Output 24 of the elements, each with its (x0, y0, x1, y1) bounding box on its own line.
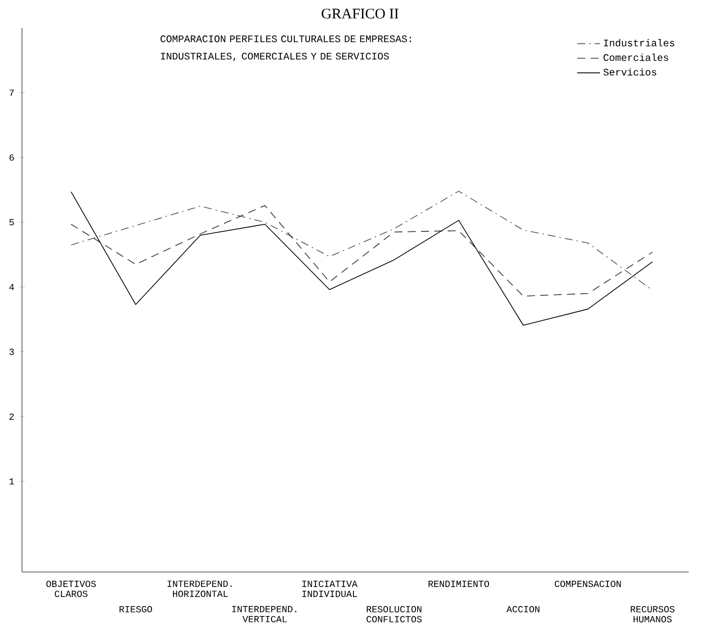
x-tick-label: INTERDEPEND. VERTICAL (232, 606, 296, 622)
x-tick-label: INTERDEPEND. HORIZONTAL (168, 580, 232, 598)
x-tick-label: OBJETIVOS CLAROS (46, 580, 96, 598)
x-tick-label: RESOLUCION CONFLICTOS (366, 606, 422, 623)
y-tick-label: 7 (10, 90, 14, 96)
legend-label: Servicios (603, 68, 656, 76)
x-tick-label: COMPENSACION (554, 580, 621, 588)
y-tick-label: 5 (9, 219, 14, 226)
legend-label: Industriales (604, 39, 674, 47)
line-series (70, 192, 653, 326)
chart-title: GRAFICO II (322, 8, 398, 19)
x-tick-label: INICIATIVA INDIVIDUAL (302, 580, 358, 598)
y-tick-label: 2 (10, 414, 14, 420)
x-tick-label: RIESGO (120, 606, 152, 613)
legend-label: Comerciales (604, 54, 668, 62)
x-tick-label: RENDIMIENTO (428, 580, 490, 588)
x-tick-label: ACCION (506, 606, 540, 613)
line-series (70, 205, 653, 297)
y-tick-label: 6 (10, 154, 14, 161)
y-tick-label: 1 (10, 478, 14, 485)
y-tick-label: 4 (9, 284, 14, 290)
x-tick-label: RECURSOS HUMANOS (630, 606, 674, 623)
y-tick-label: 3 (9, 348, 14, 356)
text: COMPARACION PERFILES CULTURALES DE EMPRESAS: INDUSTRIALES, COMERCIALES Y DE SERVICIOS (160, 36, 411, 62)
